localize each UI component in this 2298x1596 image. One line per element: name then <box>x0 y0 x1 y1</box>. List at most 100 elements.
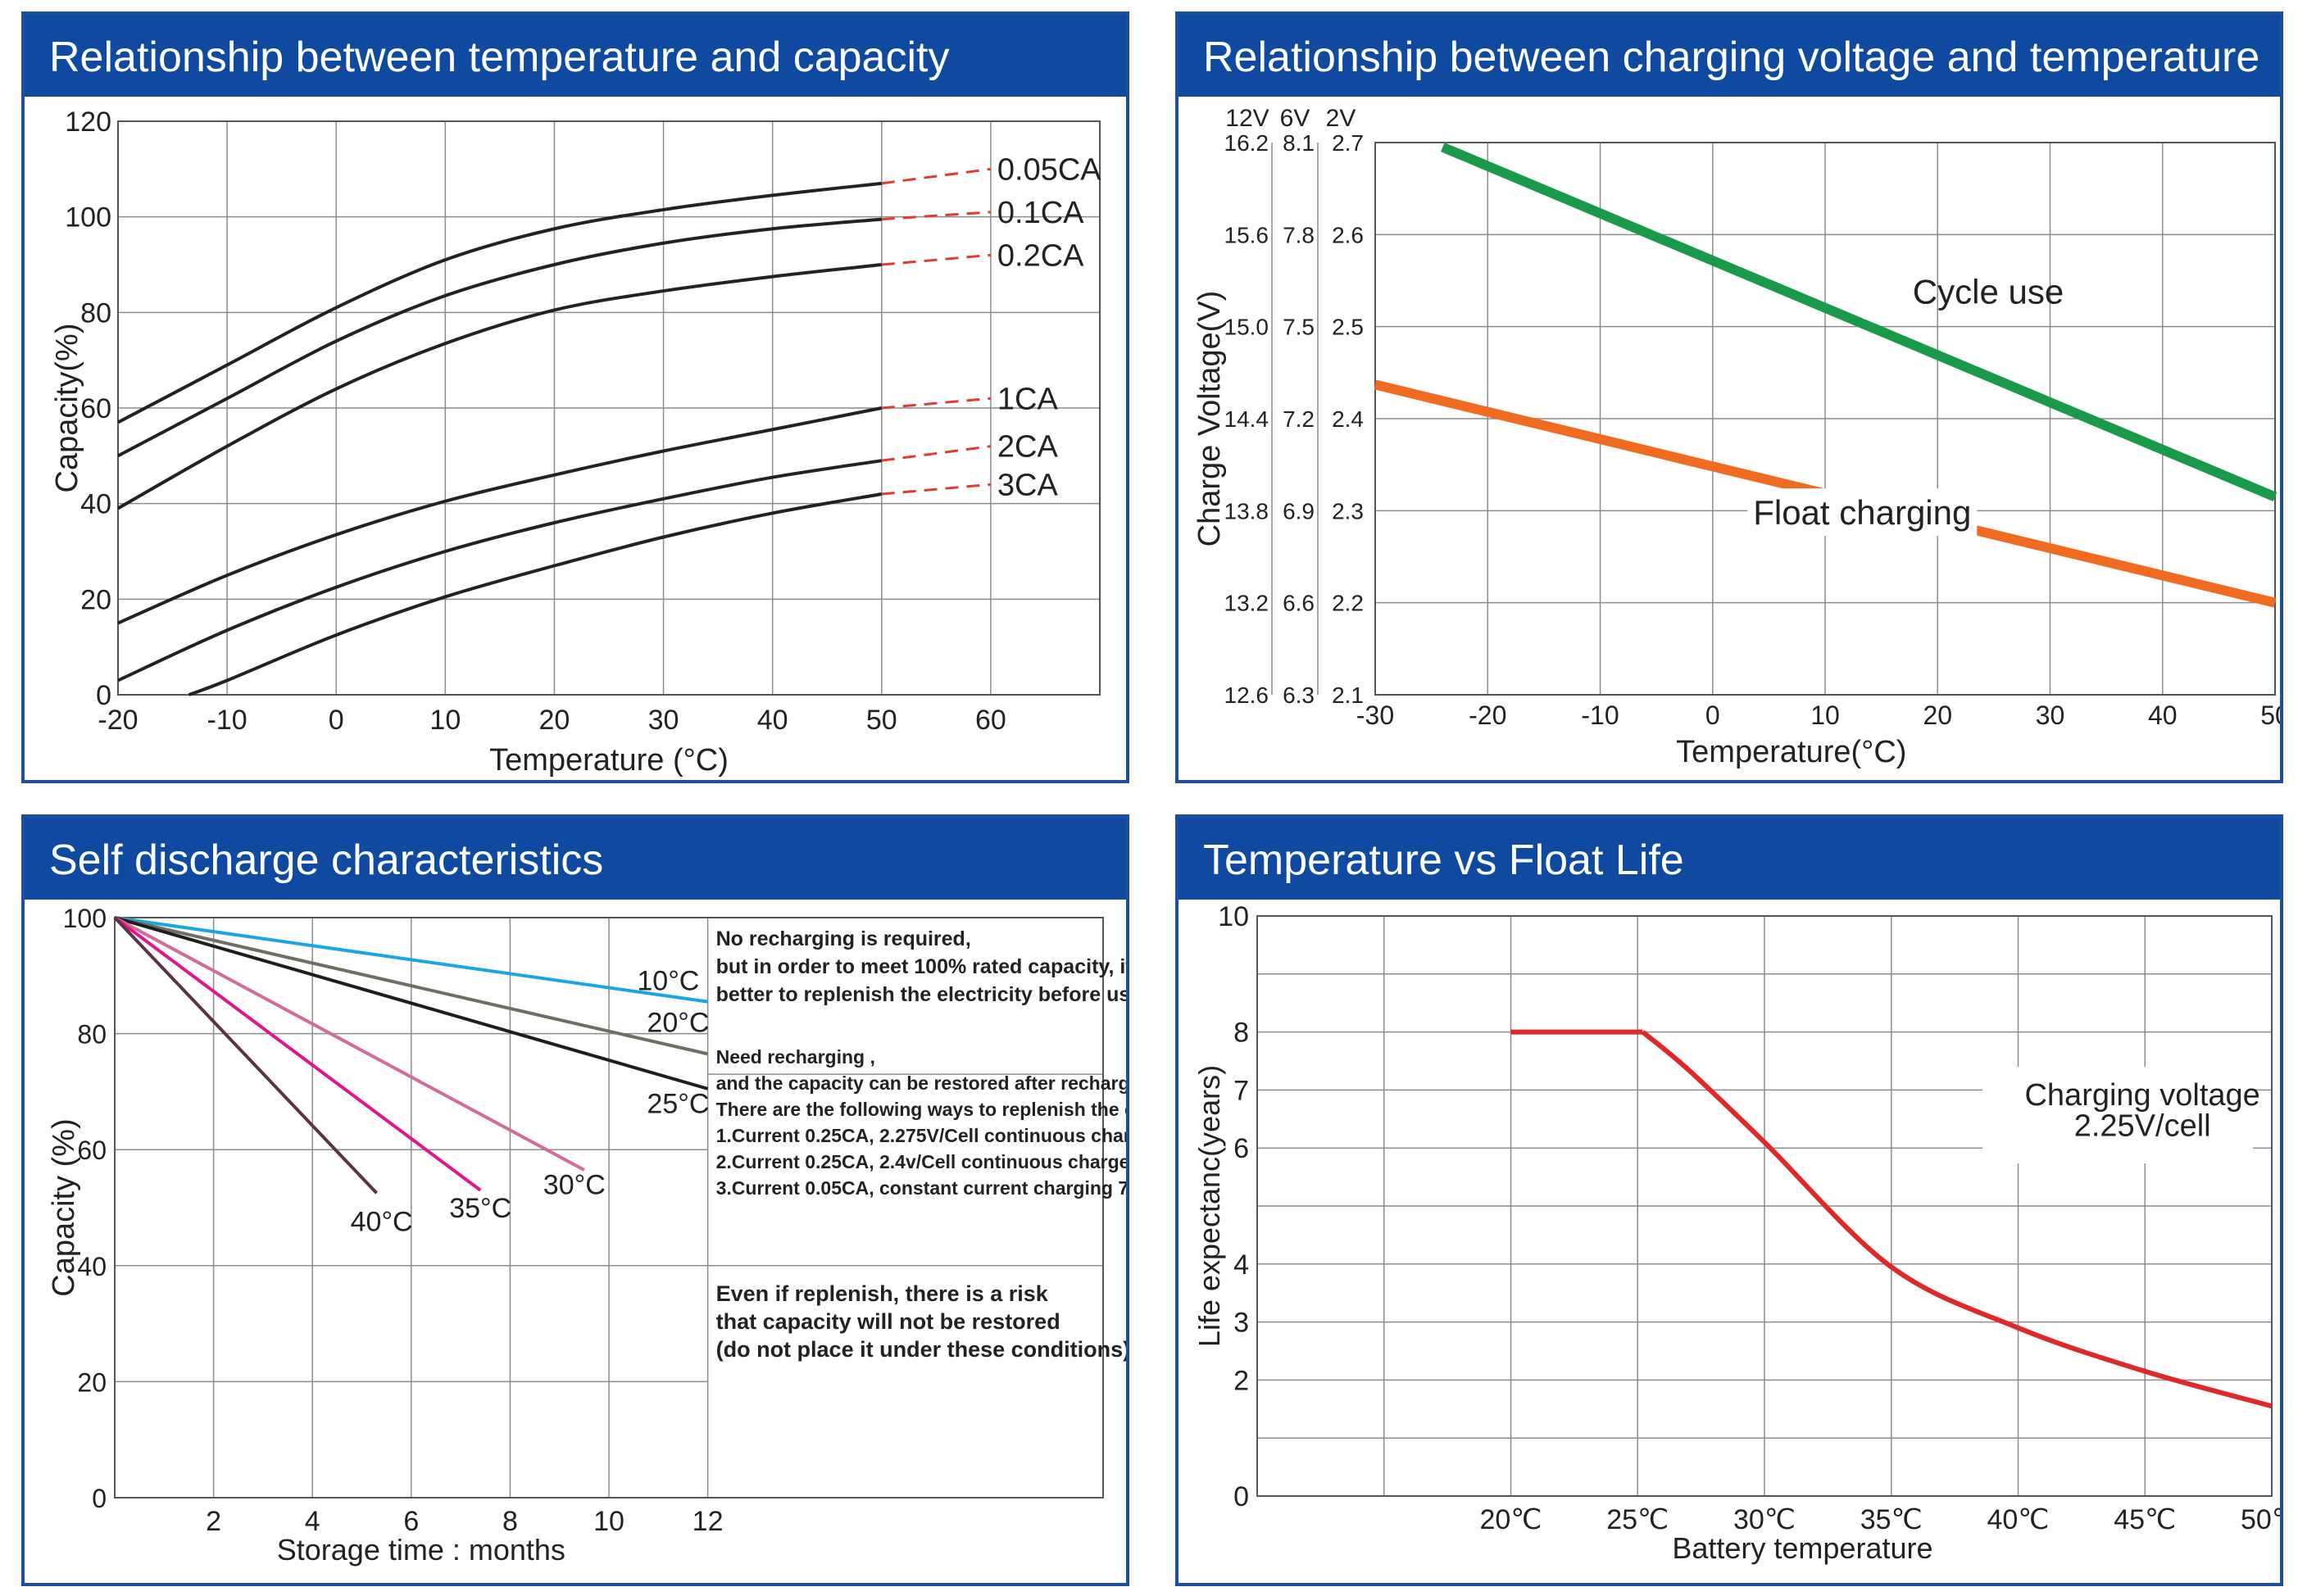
x-axis-label: Storage time : months <box>277 1533 565 1567</box>
x-tick-label: 40 <box>757 705 788 736</box>
series-line <box>114 916 708 1004</box>
y-axis-label: Charge Voltage(V) <box>1192 291 1227 547</box>
x-tick-label: 30 <box>2036 701 2065 730</box>
y-tick-label: 3 <box>1233 1308 1249 1339</box>
panel-header: Self discharge characteristics <box>25 818 1126 900</box>
y-axis-label: Capacity(%) <box>50 324 84 493</box>
chart-title: Relationship between temperature and cap… <box>49 34 950 81</box>
series-label: Cycle use <box>1913 273 2064 311</box>
y-tick-label: 2.7 <box>1332 130 1364 156</box>
series-line <box>114 916 585 1172</box>
plot-frame <box>117 120 1101 696</box>
x-axis-label: Temperature(°C) <box>1676 735 1906 769</box>
x-tick-label: 0 <box>1705 701 1720 730</box>
x-tick-label: 50 <box>2260 701 2280 730</box>
y-tick-label: 40 <box>80 489 111 520</box>
series-extension <box>881 211 991 221</box>
y-tick-label: 0 <box>1233 1481 1249 1512</box>
series-line <box>113 916 379 1195</box>
series-extension <box>881 167 992 185</box>
x-tick-label: 30 <box>648 705 679 736</box>
y-tick-label: 20 <box>80 584 111 615</box>
label-background <box>1747 488 1978 537</box>
series-label: 35°C <box>449 1193 511 1224</box>
series-label: 0.2CA <box>997 238 1084 273</box>
y-tick-label: 7.8 <box>1283 222 1315 247</box>
series-line <box>117 181 882 424</box>
x-tick-label: 50 <box>866 705 897 736</box>
x-tick-label: -10 <box>207 705 248 736</box>
y-tick-label: 13.8 <box>1224 498 1269 524</box>
y-tick-label: 60 <box>80 393 111 424</box>
y-tick-label: 100 <box>63 904 107 933</box>
y-tick-label: 2.4 <box>1332 406 1364 432</box>
note-text: better to replenish the electricity befo… <box>716 983 1126 1006</box>
series-line <box>117 263 882 510</box>
chart-title: Self discharge characteristics <box>49 837 604 884</box>
y-tick-label: 60 <box>77 1136 107 1165</box>
x-tick-label: 45℃ <box>2114 1504 2176 1535</box>
note-text: but in order to meet 100% rated capacity… <box>716 955 1126 978</box>
note-text-risk: (do not place it under these conditions) <box>716 1337 1126 1362</box>
y-axis-label: Life expectanc(years) <box>1192 1065 1226 1347</box>
note-text: Need recharging , <box>716 1046 875 1068</box>
y-tick-label: 6.3 <box>1283 682 1315 708</box>
series-line <box>1441 143 2278 502</box>
x-tick-label: -20 <box>1469 701 1506 730</box>
series-label: 0.05CA <box>997 152 1101 187</box>
x-tick-label: 30℃ <box>1733 1504 1796 1535</box>
chart-title: Relationship between charging voltage an… <box>1203 34 2260 81</box>
y-tick-label: 4 <box>1233 1249 1249 1281</box>
y-axis-header: 2V <box>1326 105 1356 132</box>
series-label: 3CA <box>997 468 1059 502</box>
annotation-text: Charging voltage <box>2024 1078 2259 1113</box>
x-tick-label: 10 <box>1810 701 1840 730</box>
series-line <box>114 916 709 1056</box>
x-tick-label: 6 <box>403 1506 419 1537</box>
y-tick-label: 40 <box>77 1252 107 1281</box>
x-tick-label: 0 <box>329 705 344 736</box>
plot-frame <box>1374 142 2276 696</box>
x-tick-label: 35℃ <box>1860 1504 1923 1535</box>
x-tick-label: 20℃ <box>1479 1504 1542 1535</box>
series-line <box>117 406 883 625</box>
x-tick-label: 25℃ <box>1606 1504 1669 1535</box>
y-tick-label: 7 <box>1233 1075 1249 1106</box>
y-axis-label: Capacity (%) <box>47 1118 81 1297</box>
x-tick-label: 12 <box>693 1506 724 1537</box>
chart-self-discharge: 2 4 6 8 10 12 0 20 40 60 80 100 Storage time : month… <box>47 904 1126 1567</box>
panel-self-discharge: Self discharge characteristics 2 4 6 8 10 12 0… <box>21 814 1129 1586</box>
y-tick-label: 80 <box>77 1020 107 1050</box>
x-tick-label: 50℃ <box>2241 1504 2280 1535</box>
y-tick-label: 8 <box>1233 1018 1249 1049</box>
chart-float-life: 20℃ 25℃ 30℃ 35℃ 40℃ 45℃ 50℃ 0 2 3 4 6 7 8 10 Battery te… <box>1192 901 2280 1565</box>
series-line <box>114 916 709 1090</box>
y-tick-label: 6.9 <box>1283 498 1315 524</box>
note-text: 1.Current 0.25CA, 2.275V/Cell continuous… <box>716 1125 1126 1146</box>
panel-header: Relationship between temperature and cap… <box>25 15 1126 97</box>
series-label: 40°C <box>351 1206 413 1237</box>
y-axis-header: 12V <box>1225 105 1269 132</box>
y-tick-label: 100 <box>65 202 111 234</box>
annotation-text: 2.25V/cell <box>2074 1109 2211 1143</box>
x-tick-label: 8 <box>502 1506 518 1537</box>
y-tick-label: 6.6 <box>1283 591 1315 616</box>
x-tick-label: 20 <box>1923 701 1952 730</box>
series-extension <box>881 253 992 266</box>
series-label: Float charging <box>1753 493 1971 532</box>
y-tick-label: 0 <box>92 1484 107 1513</box>
chart-voltage-temp: 12V 12.6 13.2 13.8 14.4 15.0 15.6 16.2 6V 6.3 6.6 6… <box>1192 105 2280 769</box>
series-label: 25°C <box>647 1089 709 1120</box>
x-tick-label: -20 <box>98 705 138 736</box>
series-label: 20°C <box>647 1007 709 1038</box>
panel-float-life: Temperature vs Float Life 20℃ 25℃ 30℃ 35℃ 40… <box>1175 814 2283 1586</box>
y-tick-label: 2.1 <box>1332 682 1364 708</box>
x-tick-label: 4 <box>305 1506 320 1537</box>
series-extension <box>881 445 992 462</box>
x-axis-label: Temperature (°C) <box>489 743 729 778</box>
note-text: No recharging is required, <box>716 927 971 950</box>
series-label: 2CA <box>997 430 1059 465</box>
series-line <box>117 217 882 458</box>
y-tick-label: 15.0 <box>1224 315 1269 340</box>
y-tick-label: 2.2 <box>1332 591 1364 616</box>
